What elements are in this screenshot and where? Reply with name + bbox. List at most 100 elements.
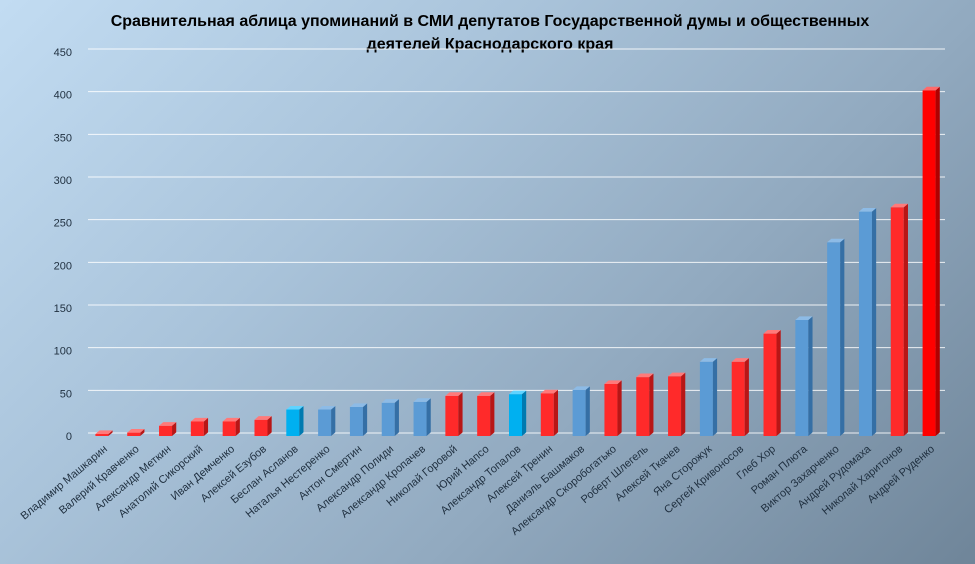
- bar: [127, 428, 145, 436]
- bar-front: [668, 376, 682, 436]
- y-tick-label: 100: [54, 346, 72, 358]
- bar-front: [604, 383, 618, 436]
- bar: [858, 207, 877, 436]
- bar-side: [426, 398, 431, 436]
- bar-top: [190, 417, 209, 422]
- bar-side: [362, 403, 368, 436]
- bar-side: [776, 330, 781, 436]
- bar-top: [604, 380, 622, 384]
- bar-front: [858, 211, 872, 436]
- bar-front: [540, 393, 554, 436]
- bar-side: [267, 416, 272, 436]
- bar: [445, 392, 463, 436]
- bar: [763, 330, 781, 436]
- bar-side: [617, 380, 622, 436]
- bar-top: [477, 392, 495, 396]
- bar-front: [286, 409, 300, 436]
- bar-top: [254, 416, 272, 420]
- bar: [922, 86, 940, 437]
- bar-side: [172, 422, 177, 436]
- bar-side: [744, 358, 749, 436]
- y-tick-label: 450: [54, 47, 72, 59]
- bar-side: [108, 430, 113, 436]
- y-tick-label: 400: [54, 90, 72, 102]
- bar-front: [699, 361, 713, 436]
- bar-front: [381, 402, 395, 436]
- bar-side: [712, 358, 718, 436]
- y-tick-label: 250: [54, 218, 72, 230]
- bar-front: [222, 421, 236, 436]
- bar-top: [286, 405, 304, 410]
- bar-side: [522, 390, 527, 436]
- bar-side: [331, 405, 336, 436]
- bar-top: [222, 417, 240, 422]
- bar: [636, 373, 654, 436]
- y-tick-label: 200: [54, 260, 72, 272]
- bar-front: [349, 406, 363, 436]
- bar-top: [349, 403, 368, 407]
- bar: [890, 203, 908, 436]
- bar-top: [699, 358, 718, 362]
- bar-top: [922, 86, 940, 91]
- bar-side: [681, 372, 686, 436]
- bar-front: [254, 419, 268, 436]
- bar-top: [763, 330, 781, 334]
- y-tick-label: 350: [54, 132, 72, 144]
- bar: [318, 405, 336, 436]
- bar: [286, 405, 304, 436]
- bar: [95, 430, 113, 436]
- bar-front: [318, 409, 332, 436]
- bar-side: [140, 428, 145, 436]
- bar-top: [318, 405, 336, 410]
- bar-side: [840, 238, 845, 436]
- bar-top: [668, 372, 686, 377]
- bar-front: [190, 421, 204, 436]
- bar-side: [203, 417, 209, 436]
- bar-top: [540, 389, 559, 394]
- bar-top: [509, 390, 527, 395]
- bar: [540, 389, 559, 436]
- bar-top: [413, 398, 431, 402]
- bar-front: [922, 90, 936, 437]
- bar: [572, 386, 590, 436]
- bar-side: [903, 203, 908, 436]
- bar-front: [795, 319, 809, 436]
- bar-front: [413, 401, 427, 436]
- bar-front: [763, 333, 777, 436]
- bars: [95, 86, 940, 437]
- bar-front: [477, 395, 491, 436]
- bar-front: [890, 207, 904, 436]
- bar-front: [95, 434, 109, 436]
- bar-front: [445, 395, 459, 436]
- bar-side: [871, 207, 877, 436]
- bar-top: [159, 422, 177, 426]
- bar: [477, 392, 495, 436]
- bar-side: [394, 399, 399, 436]
- bar-side: [935, 86, 940, 437]
- bar: [604, 380, 622, 436]
- bar-top: [95, 430, 113, 434]
- bar: [381, 399, 399, 436]
- bar: [509, 390, 527, 436]
- bar-side: [490, 392, 495, 436]
- bar-top: [127, 428, 145, 433]
- bar-top: [731, 358, 749, 362]
- bar: [668, 372, 686, 436]
- bar-top: [572, 386, 590, 390]
- bar-side: [585, 386, 590, 436]
- bar-side: [553, 389, 559, 436]
- bar: [190, 417, 209, 436]
- bar: [159, 422, 177, 436]
- bar-top: [636, 373, 654, 378]
- bar-front: [127, 432, 141, 436]
- bar-front: [572, 389, 586, 436]
- y-tick-labels: 0 50 100 150 200 250 300 350 400 450: [54, 47, 72, 443]
- bar: [795, 316, 813, 436]
- bar-top: [827, 238, 845, 243]
- bar-top: [381, 399, 399, 403]
- bar-front: [827, 242, 841, 436]
- bar-top: [445, 392, 463, 396]
